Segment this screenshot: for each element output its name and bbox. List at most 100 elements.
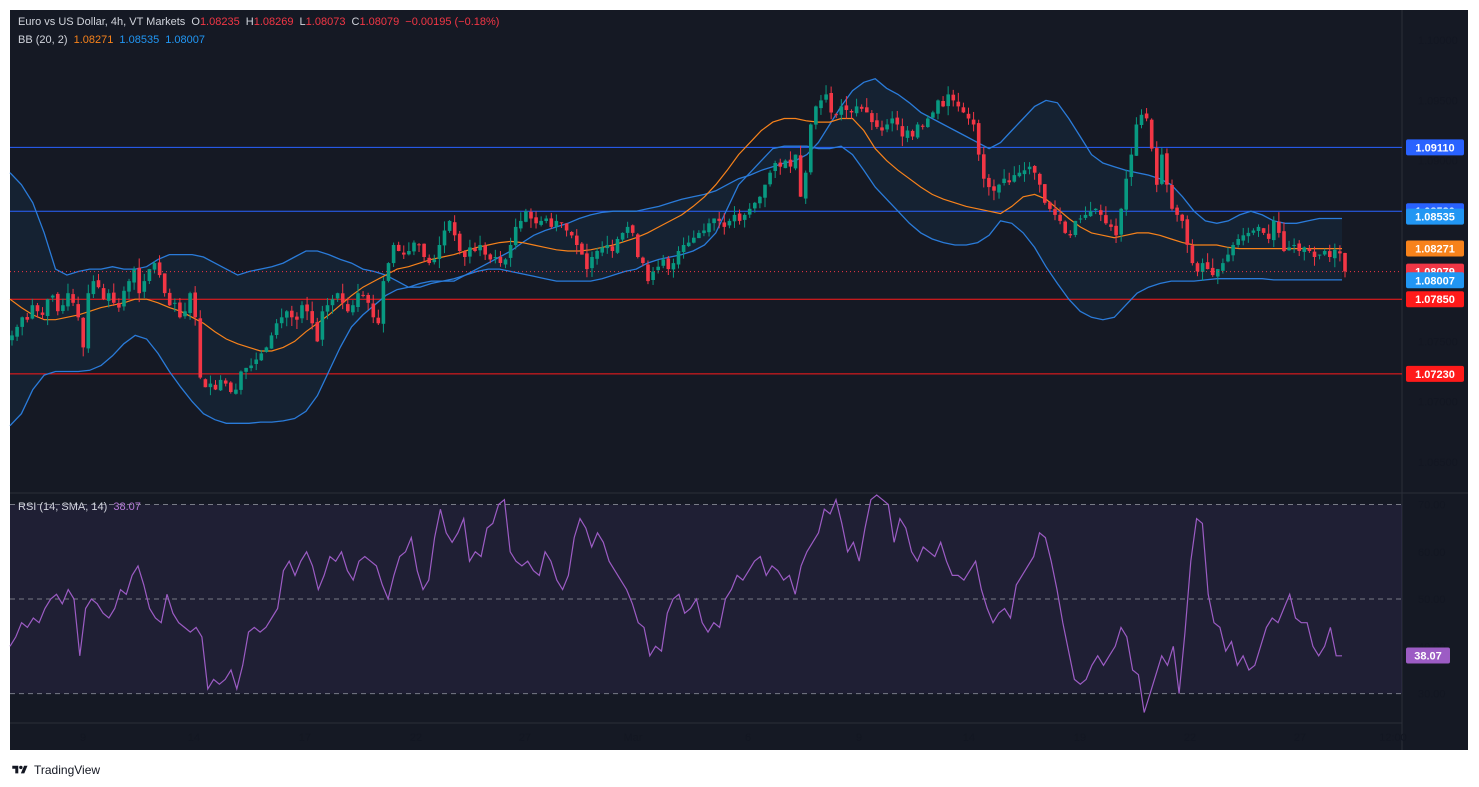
candle-body <box>376 317 381 324</box>
candle-body <box>45 299 50 316</box>
candle-body <box>1205 262 1210 270</box>
close-value: 1.08079 <box>359 16 400 28</box>
rsi-tick-label: 60.00 <box>1418 547 1446 559</box>
candle-body <box>539 220 543 225</box>
candle-body <box>747 208 752 215</box>
candle-body <box>229 382 233 392</box>
candle-body <box>1022 170 1027 175</box>
rsi-tick-label: 50.00 <box>1418 594 1446 606</box>
candle-body <box>1083 214 1088 218</box>
candle-body <box>437 245 442 259</box>
candle-body <box>651 271 655 280</box>
time-tick-label: 12:00 <box>1379 732 1407 744</box>
time-tick-label: 14 <box>963 732 975 744</box>
candle-body <box>1185 219 1190 245</box>
candle-body <box>1210 267 1215 276</box>
candle-body <box>346 304 350 312</box>
candle-body <box>600 247 604 253</box>
candle-body <box>819 100 823 109</box>
candle-body <box>875 120 879 127</box>
candle-body <box>1322 251 1327 255</box>
candle-body <box>865 107 869 113</box>
candle-body <box>274 323 279 335</box>
candle-body <box>854 106 859 114</box>
bb-band-fill <box>10 78 1342 426</box>
candle-body <box>758 196 762 204</box>
candle-body <box>513 226 518 246</box>
candle-body <box>844 105 849 110</box>
candle-body <box>127 281 131 292</box>
candle-body <box>1216 269 1220 277</box>
candle-body <box>1017 172 1022 177</box>
candle-body <box>147 269 152 281</box>
candle-body <box>1002 178 1006 183</box>
candle-body <box>30 305 35 319</box>
candle-body <box>320 311 325 340</box>
price-label-box <box>1406 139 1464 156</box>
candle-body <box>620 232 625 240</box>
candle-body <box>1226 254 1230 262</box>
candle-body <box>35 305 40 312</box>
candle-body <box>641 257 645 263</box>
candle-body <box>524 211 528 222</box>
candle-body <box>1088 211 1093 217</box>
candle-body <box>1261 228 1266 233</box>
candle-body <box>61 305 65 311</box>
candle-body <box>335 293 340 299</box>
candle-body <box>178 302 182 318</box>
candle-body <box>295 316 299 320</box>
candle-body <box>463 251 467 257</box>
price-label-box <box>1406 365 1464 382</box>
candle-body <box>971 119 976 125</box>
candle-body <box>493 257 498 259</box>
candle-body <box>519 220 523 229</box>
candle-body <box>569 232 574 236</box>
candle-body <box>1180 214 1184 221</box>
footer-brand[interactable]: TradingView <box>10 760 100 780</box>
candle-body <box>615 239 620 253</box>
candle-body <box>681 245 686 252</box>
candle-body <box>1134 124 1139 156</box>
candle-body <box>381 281 386 324</box>
candle-body <box>900 126 905 137</box>
candle-body <box>686 242 691 247</box>
candle-body <box>162 273 167 294</box>
candle-body <box>773 163 777 171</box>
candle-body <box>356 293 360 307</box>
candle-body <box>157 262 162 276</box>
candle-body <box>1007 180 1011 183</box>
candle-body <box>391 245 396 264</box>
candle-body <box>890 118 894 124</box>
candle-body <box>244 367 248 372</box>
candle-body <box>676 251 681 265</box>
high-value: 1.08269 <box>253 16 294 28</box>
candle-body <box>549 218 554 227</box>
candle-body <box>167 292 172 306</box>
candle-body <box>1093 208 1098 210</box>
candle-body <box>712 218 716 224</box>
candle-body <box>997 184 1001 193</box>
candle-body <box>1043 184 1047 203</box>
time-tick-label: 27 <box>1294 732 1306 744</box>
candle-body <box>101 288 106 300</box>
candle-body <box>1160 154 1164 184</box>
candle-body <box>112 292 116 303</box>
candle-body <box>1256 226 1261 231</box>
candle-body <box>778 162 783 167</box>
candle-body <box>361 294 365 296</box>
candle-body <box>1175 207 1179 215</box>
open-label: O <box>191 16 200 28</box>
candle-body <box>809 124 813 173</box>
candle-body <box>330 299 335 306</box>
candle-body <box>351 305 355 313</box>
candle-body <box>707 223 711 233</box>
candle-body <box>905 130 910 138</box>
candle-body <box>1333 249 1337 259</box>
candle-body <box>1048 202 1052 209</box>
candle-body <box>290 310 294 318</box>
candle-body <box>106 293 111 301</box>
candle-body <box>839 106 844 115</box>
price-tick-label: 1.06500 <box>1418 457 1458 469</box>
candle-body <box>1119 208 1123 235</box>
